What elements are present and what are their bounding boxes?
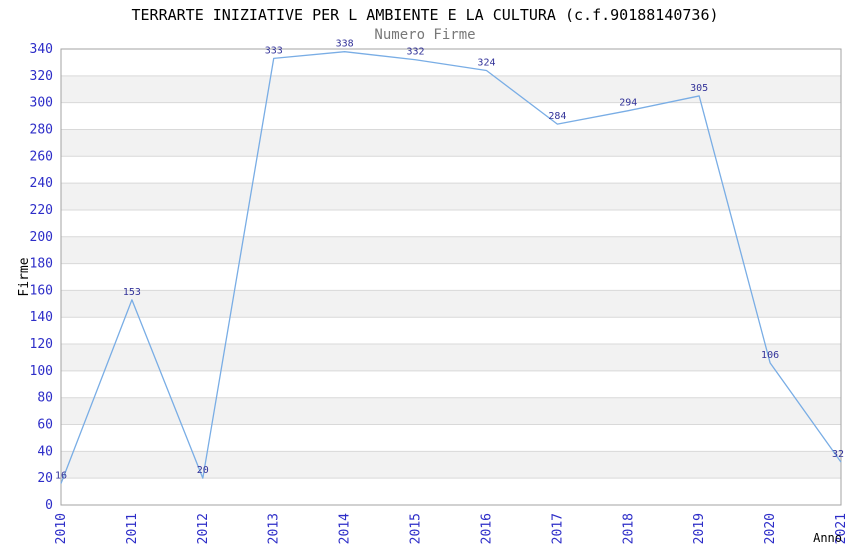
data-point-label: 153 bbox=[123, 287, 141, 298]
y-tick-label: 100 bbox=[30, 364, 53, 379]
background-band bbox=[61, 75, 841, 103]
background-band bbox=[61, 183, 841, 210]
data-point-label: 332 bbox=[407, 47, 425, 58]
data-point-label: 338 bbox=[336, 39, 354, 50]
y-tick-label: 120 bbox=[30, 337, 53, 352]
data-point-label: 16 bbox=[55, 471, 67, 482]
background-band bbox=[61, 290, 841, 318]
x-tick-label: 2010 bbox=[54, 513, 69, 544]
x-axis-title: Anno bbox=[813, 531, 842, 545]
plot-border bbox=[60, 48, 842, 506]
data-point-label: 294 bbox=[619, 98, 637, 109]
y-tick-label: 340 bbox=[30, 42, 53, 57]
data-point-label: 106 bbox=[761, 350, 779, 361]
background-band bbox=[61, 451, 841, 479]
chart-subtitle: Numero Firme bbox=[374, 27, 476, 43]
x-tick-label: 2011 bbox=[125, 513, 140, 544]
y-tick-label: 60 bbox=[37, 418, 53, 433]
y-tick-label: 160 bbox=[30, 283, 53, 298]
data-point-label: 305 bbox=[690, 83, 708, 94]
x-tick-label: 2012 bbox=[196, 513, 211, 544]
background-band bbox=[61, 129, 841, 157]
y-tick-label: 40 bbox=[37, 444, 53, 459]
chart-title: TERRARTE INIZIATIVE PER L AMBIENTE E LA … bbox=[131, 6, 719, 24]
background-band bbox=[61, 397, 841, 425]
y-tick-label: 240 bbox=[30, 176, 53, 191]
y-tick-label: 0 bbox=[45, 498, 53, 513]
x-tick-label: 2021 bbox=[834, 513, 849, 544]
data-point-label: 32 bbox=[832, 449, 844, 460]
y-axis-title: Firme bbox=[17, 257, 32, 296]
y-tick-label: 220 bbox=[30, 203, 53, 218]
y-tick-label: 200 bbox=[30, 230, 53, 245]
x-tick-label: 2019 bbox=[692, 513, 707, 544]
data-point-label: 20 bbox=[197, 465, 209, 476]
y-tick-label: 20 bbox=[37, 471, 53, 486]
x-tick-label: 2020 bbox=[763, 513, 778, 544]
x-tick-label: 2016 bbox=[479, 513, 494, 544]
y-tick-label: 280 bbox=[30, 122, 53, 137]
data-point-label: 284 bbox=[548, 111, 566, 122]
data-point-label: 333 bbox=[265, 45, 283, 56]
y-tick-label: 260 bbox=[30, 149, 53, 164]
y-tick-label: 140 bbox=[30, 310, 53, 325]
x-tick-label: 2013 bbox=[267, 513, 282, 544]
y-tick-label: 80 bbox=[37, 391, 53, 406]
x-tick-label: 2014 bbox=[338, 513, 353, 544]
background-band bbox=[61, 236, 841, 264]
y-tick-label: 180 bbox=[30, 257, 53, 272]
x-tick-label: 2018 bbox=[621, 513, 636, 544]
y-tick-label: 300 bbox=[30, 96, 53, 111]
x-tick-label: 2015 bbox=[409, 513, 424, 544]
x-tick-label: 2017 bbox=[550, 513, 565, 544]
data-point-label: 324 bbox=[477, 57, 495, 68]
series-line bbox=[60, 51, 842, 484]
y-tick-label: 320 bbox=[30, 69, 53, 84]
background-band bbox=[61, 344, 841, 371]
